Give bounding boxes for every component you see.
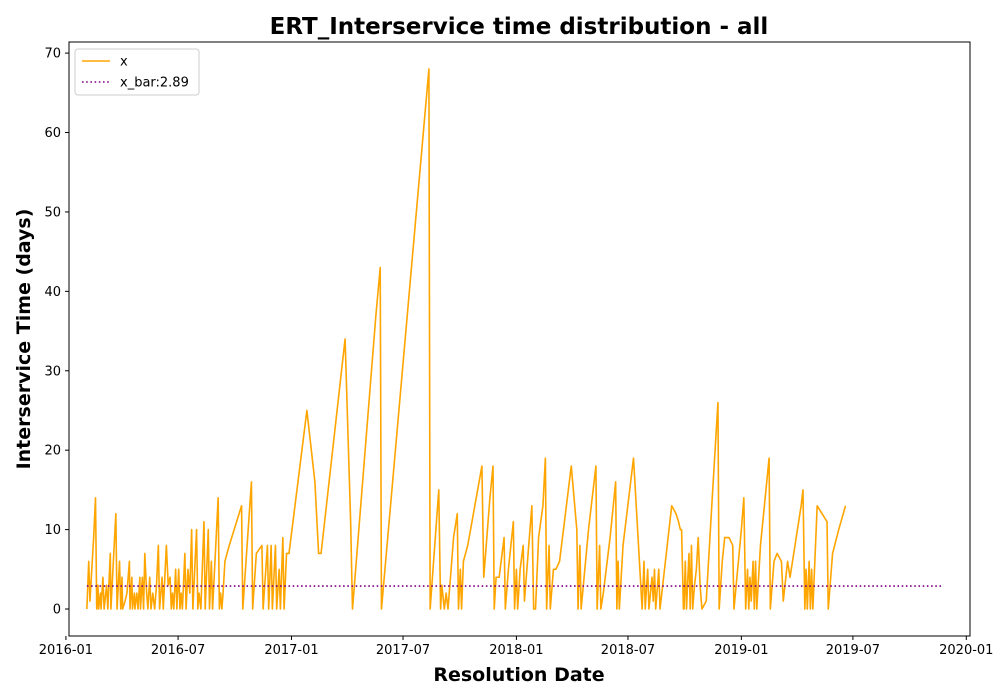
axes-frame <box>68 41 971 637</box>
x-tick-label: 2016-01 <box>39 643 93 658</box>
y-tick-label: 0 <box>53 603 61 618</box>
legend: x x_bar:2.89 <box>74 48 200 96</box>
x-tick-label: 2016-07 <box>151 643 205 658</box>
x-tick-label: 2017-01 <box>264 643 318 658</box>
y-tick-label: 50 <box>44 205 61 220</box>
x-tick-label: 2018-07 <box>601 643 655 658</box>
chart-title: ERT_Interservice time distribution - all <box>270 14 769 40</box>
x-tick-label: 2019-01 <box>714 643 768 658</box>
y-tick-label: 40 <box>44 285 61 300</box>
x-axis: 2016-01 2016-07 2017-01 2017-07 2018-01 2018-… <box>39 636 993 658</box>
x-tick-label: 2018-01 <box>489 643 543 658</box>
legend-label-0: x <box>120 55 128 70</box>
y-tick-label: 30 <box>44 364 61 379</box>
y-axis: 0 10 20 30 40 50 60 70 <box>44 47 69 618</box>
y-axis-label: Interservice Time (days) <box>13 209 35 470</box>
x-tick-label: 2017-07 <box>376 643 430 658</box>
plot-area <box>68 41 971 637</box>
series-line-0 <box>86 68 847 610</box>
y-tick-label: 20 <box>44 444 61 459</box>
legend-label-1: x_bar:2.89 <box>120 76 189 91</box>
x-axis-label: Resolution Date <box>433 664 604 686</box>
y-tick-label: 10 <box>44 523 61 538</box>
x-tick-label: 2020-01 <box>939 643 993 658</box>
y-tick-label: 60 <box>44 126 61 141</box>
x-tick-label: 2019-07 <box>826 643 880 658</box>
y-tick-label: 70 <box>44 47 61 62</box>
